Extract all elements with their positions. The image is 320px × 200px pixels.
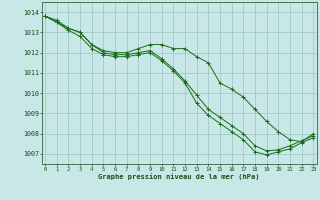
- X-axis label: Graphe pression niveau de la mer (hPa): Graphe pression niveau de la mer (hPa): [99, 173, 260, 180]
